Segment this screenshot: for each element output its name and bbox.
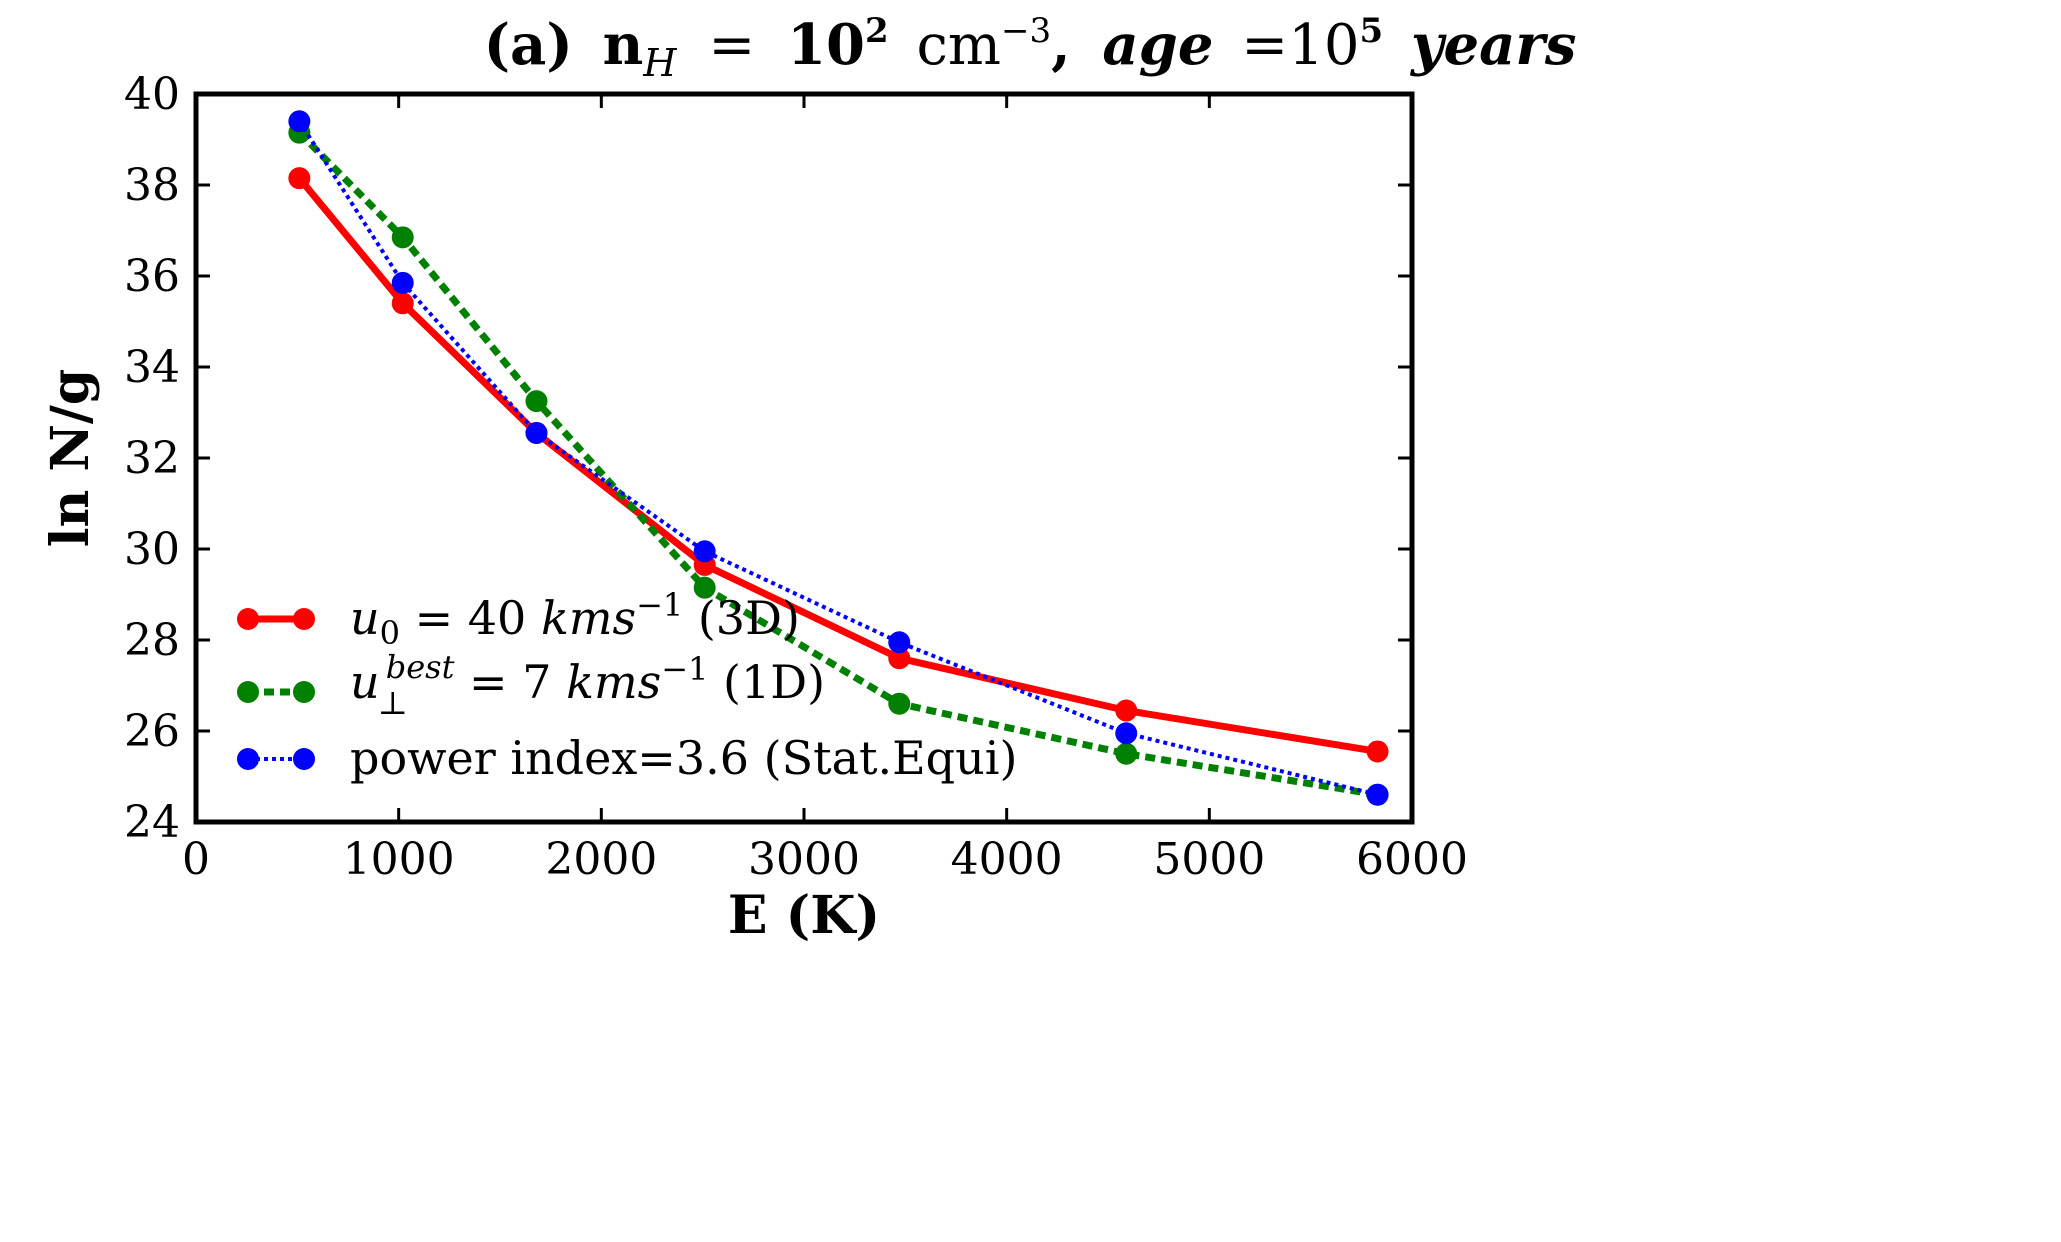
data-point-green — [391, 226, 414, 249]
y-tick-label: 28 — [124, 615, 180, 666]
legend-marker-green — [237, 681, 259, 703]
data-point-green — [888, 692, 911, 715]
y-axis-label: ln N/g — [40, 369, 101, 548]
title-unit: cm — [916, 13, 1000, 78]
tick-labels: 0 1000 2000 3000 4000 5000 6000 24 26 28 30 32 34 36 3… — [124, 69, 1468, 885]
y-tick-label: 34 — [124, 342, 180, 393]
x-tick-label: 6000 — [1356, 834, 1468, 885]
y-tick-label: 32 — [124, 433, 180, 484]
title-n-base: 10 — [787, 12, 865, 78]
data-point-blue — [1115, 722, 1138, 745]
legend-item-red: u0 = 40 kms−1 (3D) — [237, 586, 800, 652]
title-eq1: = — [708, 13, 755, 78]
chart-title: (a) nH = 102 cm−3, age =105 years — [484, 0, 1577, 90]
x-tick-label: 4000 — [951, 834, 1063, 885]
data-point-blue — [693, 540, 716, 563]
x-tick-label: 2000 — [545, 834, 657, 885]
y-tick-label: 36 — [124, 251, 180, 302]
y-tick-label: 40 — [124, 69, 180, 120]
title-age-exp: 5 — [1359, 11, 1383, 51]
data-point-red — [1366, 740, 1389, 763]
data-point-red — [1115, 699, 1138, 722]
series-green — [288, 121, 1389, 806]
y-tick-label: 24 — [124, 797, 180, 848]
data-point-blue — [888, 631, 911, 654]
x-tick-label: 5000 — [1153, 834, 1265, 885]
title-n-exp: 2 — [865, 11, 889, 51]
title-sep: , — [1051, 12, 1071, 78]
x-tick-label: 0 — [182, 834, 210, 885]
y-tick-label: 38 — [124, 160, 180, 211]
data-point-green — [525, 390, 548, 413]
title-label: (a) — [484, 12, 573, 78]
title-years: years — [1409, 12, 1576, 78]
legend-marker-blue — [237, 748, 259, 770]
title-age: age — [1102, 12, 1213, 78]
data-point-red — [391, 292, 414, 315]
y-tick-label: 26 — [124, 706, 180, 757]
x-tick-label: 3000 — [748, 834, 860, 885]
legend-label-red: u0 = 40 kms−1 (3D) — [350, 586, 800, 652]
legend-marker-blue — [293, 748, 315, 770]
legend-marker-green — [293, 681, 315, 703]
data-point-red — [288, 167, 311, 190]
x-tick-label: 1000 — [343, 834, 455, 885]
y-tick-label: 30 — [124, 524, 180, 575]
title-eq2: = — [1241, 13, 1288, 78]
data-point-blue — [1366, 783, 1389, 806]
title-age-base: 10 — [1288, 13, 1359, 78]
legend-item-green: u⊥best = 7 kms−1 (1D) — [237, 648, 825, 722]
series-red — [288, 167, 1389, 763]
legend: u0 = 40 kms−1 (3D) u⊥best = 7 kms−1 (1D)… — [237, 586, 1017, 785]
title-unit-exp: −3 — [1001, 11, 1051, 51]
series-layer — [288, 110, 1389, 806]
legend-marker-red — [237, 608, 259, 630]
legend-label-blue: power index=3.6 (Stat.Equi) — [350, 731, 1017, 785]
data-point-green — [693, 576, 716, 599]
x-axis-label: E (K) — [728, 885, 880, 946]
title-n-sub: H — [642, 41, 677, 85]
data-point-blue — [288, 110, 311, 133]
data-point-blue — [525, 421, 548, 444]
title-n: n — [603, 12, 644, 78]
axis-ticks — [194, 92, 1414, 824]
legend-label-green: u⊥best = 7 kms−1 (1D) — [350, 648, 825, 722]
data-point-green — [1115, 742, 1138, 765]
data-point-blue — [391, 271, 414, 294]
legend-item-blue: power index=3.6 (Stat.Equi) — [237, 731, 1017, 785]
series-blue — [288, 110, 1389, 806]
legend-marker-red — [293, 608, 315, 630]
data-point-red — [888, 647, 911, 670]
